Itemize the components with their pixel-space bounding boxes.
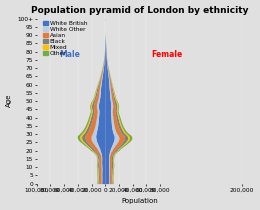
- Text: Male: Male: [59, 50, 80, 59]
- X-axis label: Population: Population: [121, 198, 158, 205]
- Text: Female: Female: [151, 50, 183, 59]
- Legend: White British, White Other, Asian, Black, Mixed, Other: White British, White Other, Asian, Black…: [42, 20, 88, 57]
- Title: Population pyramid of London by ethnicity: Population pyramid of London by ethnicit…: [31, 5, 248, 14]
- Y-axis label: Age: Age: [5, 93, 11, 106]
